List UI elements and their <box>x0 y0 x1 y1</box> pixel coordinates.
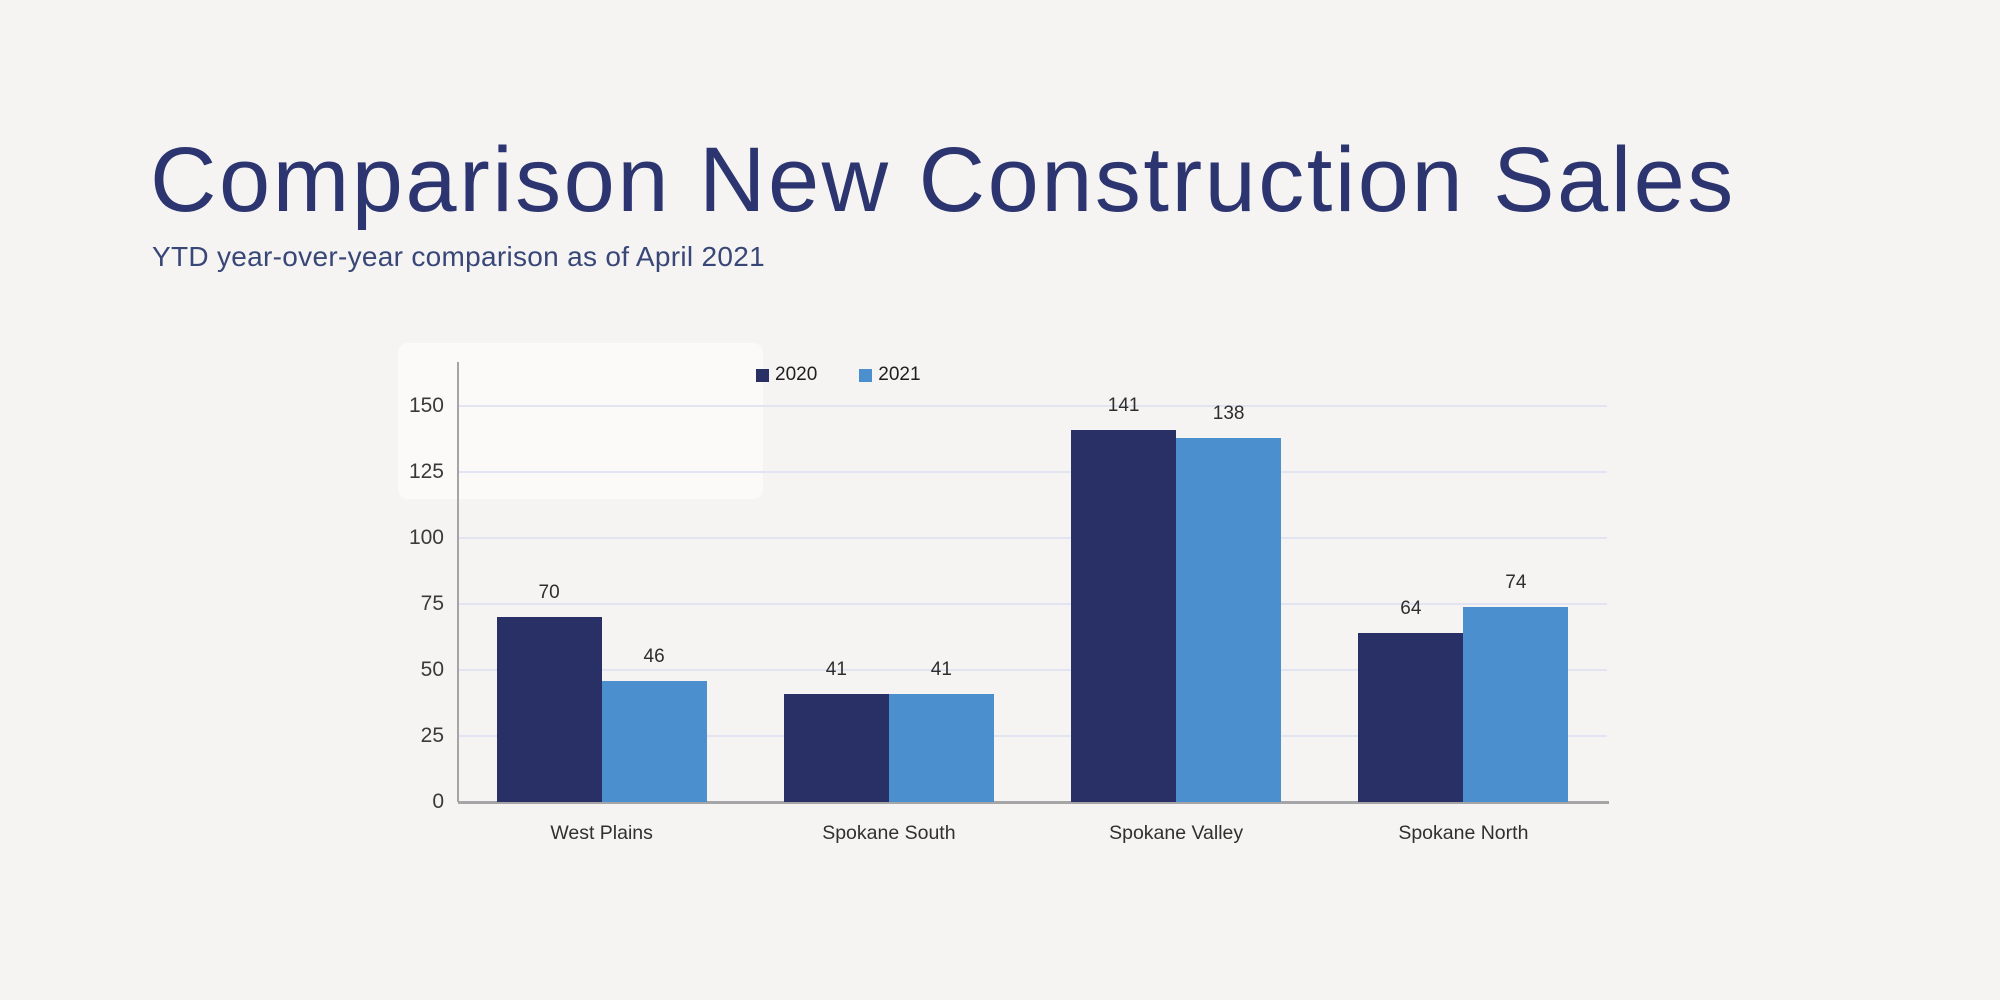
y-axis-tick-label: 150 <box>408 394 444 417</box>
bar-2020-spokane-south <box>783 693 889 802</box>
legend-item-2020: 2020 <box>756 364 817 386</box>
gridline <box>458 405 1607 407</box>
y-axis-line <box>457 362 459 802</box>
bar-value-label: 141 <box>1107 394 1140 416</box>
x-axis-category-label: Spokane Valley <box>1109 822 1244 844</box>
x-axis-category-label: Spokane South <box>822 822 956 844</box>
bar-value-label: 64 <box>1400 598 1422 620</box>
bar-2021-spokane-valley <box>1176 437 1282 802</box>
x-axis-line <box>458 801 1609 804</box>
bar-2021-spokane-south <box>888 693 994 802</box>
y-axis-tick-label: 125 <box>408 460 444 483</box>
chart-legend: 2020 2021 <box>756 364 921 386</box>
bar-value-label: 70 <box>538 582 560 604</box>
bar-2020-west-plains <box>496 617 602 802</box>
bar-2020-spokane-valley <box>1071 429 1177 802</box>
gridline <box>458 471 1607 473</box>
y-axis-tick-label: 25 <box>420 724 444 747</box>
slide-title: Comparison New Construction Sales <box>150 129 1736 231</box>
bar-value-label: 46 <box>643 645 665 667</box>
x-axis-category-label: West Plains <box>550 822 653 844</box>
bar-2021-west-plains <box>601 680 707 802</box>
legend-swatch-2020 <box>756 368 769 382</box>
gridline <box>458 537 1607 539</box>
legend-label: 2020 <box>775 364 818 385</box>
bar-2021-spokane-north <box>1463 606 1569 802</box>
y-axis-tick-label: 0 <box>432 790 444 813</box>
legend-label: 2021 <box>878 364 921 385</box>
bar-2020-spokane-north <box>1358 633 1464 802</box>
gridline <box>458 735 1607 737</box>
bar-value-label: 74 <box>1505 571 1527 593</box>
bar-value-label: 41 <box>930 658 952 680</box>
bar-value-label: 138 <box>1212 402 1245 424</box>
legend-item-2021: 2021 <box>859 364 921 386</box>
gridline <box>458 603 1607 605</box>
legend-swatch-2021 <box>859 368 873 382</box>
y-axis-tick-label: 75 <box>420 592 444 615</box>
bar-value-label: 41 <box>825 658 847 680</box>
y-axis-tick-label: 100 <box>408 526 444 549</box>
slide-subtitle: YTD year-over-year comparison as of Apri… <box>152 241 765 272</box>
y-axis-tick-label: 50 <box>420 658 444 681</box>
gridline <box>458 669 1607 671</box>
x-axis-category-label: Spokane North <box>1398 822 1529 844</box>
